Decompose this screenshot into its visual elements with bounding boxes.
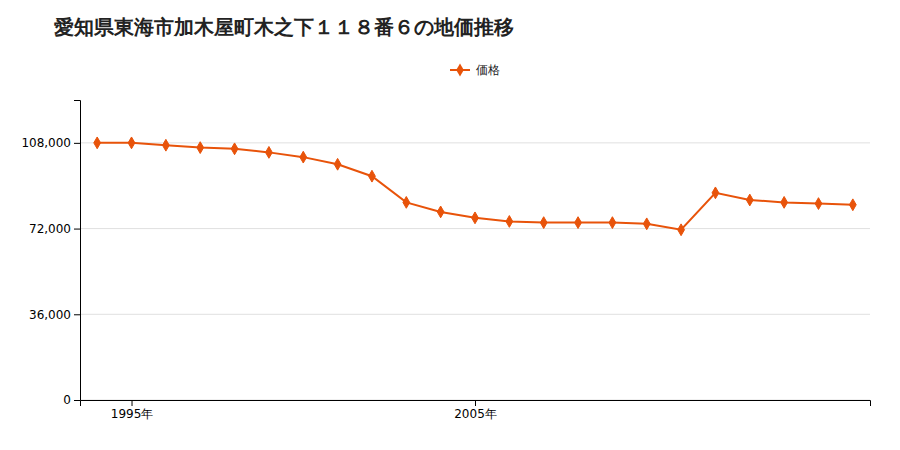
- marker: [266, 146, 273, 158]
- tick-mark: [74, 314, 80, 315]
- marker: [815, 198, 822, 210]
- marker: [575, 217, 582, 229]
- line: [97, 143, 853, 230]
- tick: 72,000: [29, 222, 80, 236]
- marker: [369, 170, 376, 182]
- marker: [540, 217, 547, 229]
- marker: [506, 216, 513, 228]
- tick: 2005年: [454, 400, 497, 421]
- marker: [643, 218, 650, 230]
- plot-area: 1995年 2005年 0 36,000 72,000 108,000: [21, 101, 870, 421]
- tick-label: 0: [63, 393, 71, 407]
- marker: [712, 187, 719, 199]
- tick: 36,000: [29, 308, 80, 322]
- title: 愛知県東海市加木屋町木之下１１８番６の地価推移: [54, 15, 514, 39]
- marker: [678, 224, 685, 236]
- marker: [334, 158, 341, 170]
- grid: [80, 143, 870, 400]
- data-layer: [94, 137, 856, 236]
- marker: [197, 142, 204, 154]
- y-axis: 0 36,000 72,000 108,000: [21, 101, 80, 408]
- tick-label: 2005年: [454, 407, 497, 421]
- x-axis: 1995年 2005年: [81, 400, 871, 421]
- axis-line: [81, 401, 871, 407]
- tick-label: 108,000: [21, 136, 71, 150]
- marker: [300, 151, 307, 163]
- marker: [746, 194, 753, 206]
- tick: 0: [63, 393, 80, 407]
- legend-marker: [456, 63, 464, 76]
- grid-line: [80, 314, 870, 315]
- tick-mark: [74, 229, 80, 230]
- marker: [94, 137, 101, 149]
- chart: 1995年 2005年 0 36,000 72,000 108,000 愛知県東海市加木屋町…: [0, 0, 900, 450]
- legend-item: 価格: [450, 63, 500, 77]
- grid-line: [80, 228, 870, 229]
- marker: [437, 206, 444, 218]
- marker: [472, 212, 479, 224]
- marker: [403, 196, 410, 208]
- legend: 価格: [450, 63, 500, 77]
- marker: [162, 139, 169, 151]
- marker: [849, 199, 856, 211]
- legend-label: 価格: [476, 63, 500, 77]
- tick-mark: [74, 400, 80, 401]
- marker: [128, 137, 135, 149]
- tick-label: 36,000: [29, 308, 71, 322]
- tick-label: 1995年: [111, 407, 154, 421]
- marker: [609, 217, 616, 229]
- tick-mark: [475, 400, 476, 406]
- tick: 108,000: [21, 136, 80, 150]
- tick-label: 72,000: [29, 222, 71, 236]
- tick-mark: [74, 143, 80, 144]
- marker: [231, 143, 238, 155]
- marker: [781, 196, 788, 208]
- tick: 1995年: [111, 400, 154, 421]
- tick-mark: [132, 400, 133, 406]
- grid-line: [80, 142, 870, 143]
- axis-line: [74, 101, 81, 401]
